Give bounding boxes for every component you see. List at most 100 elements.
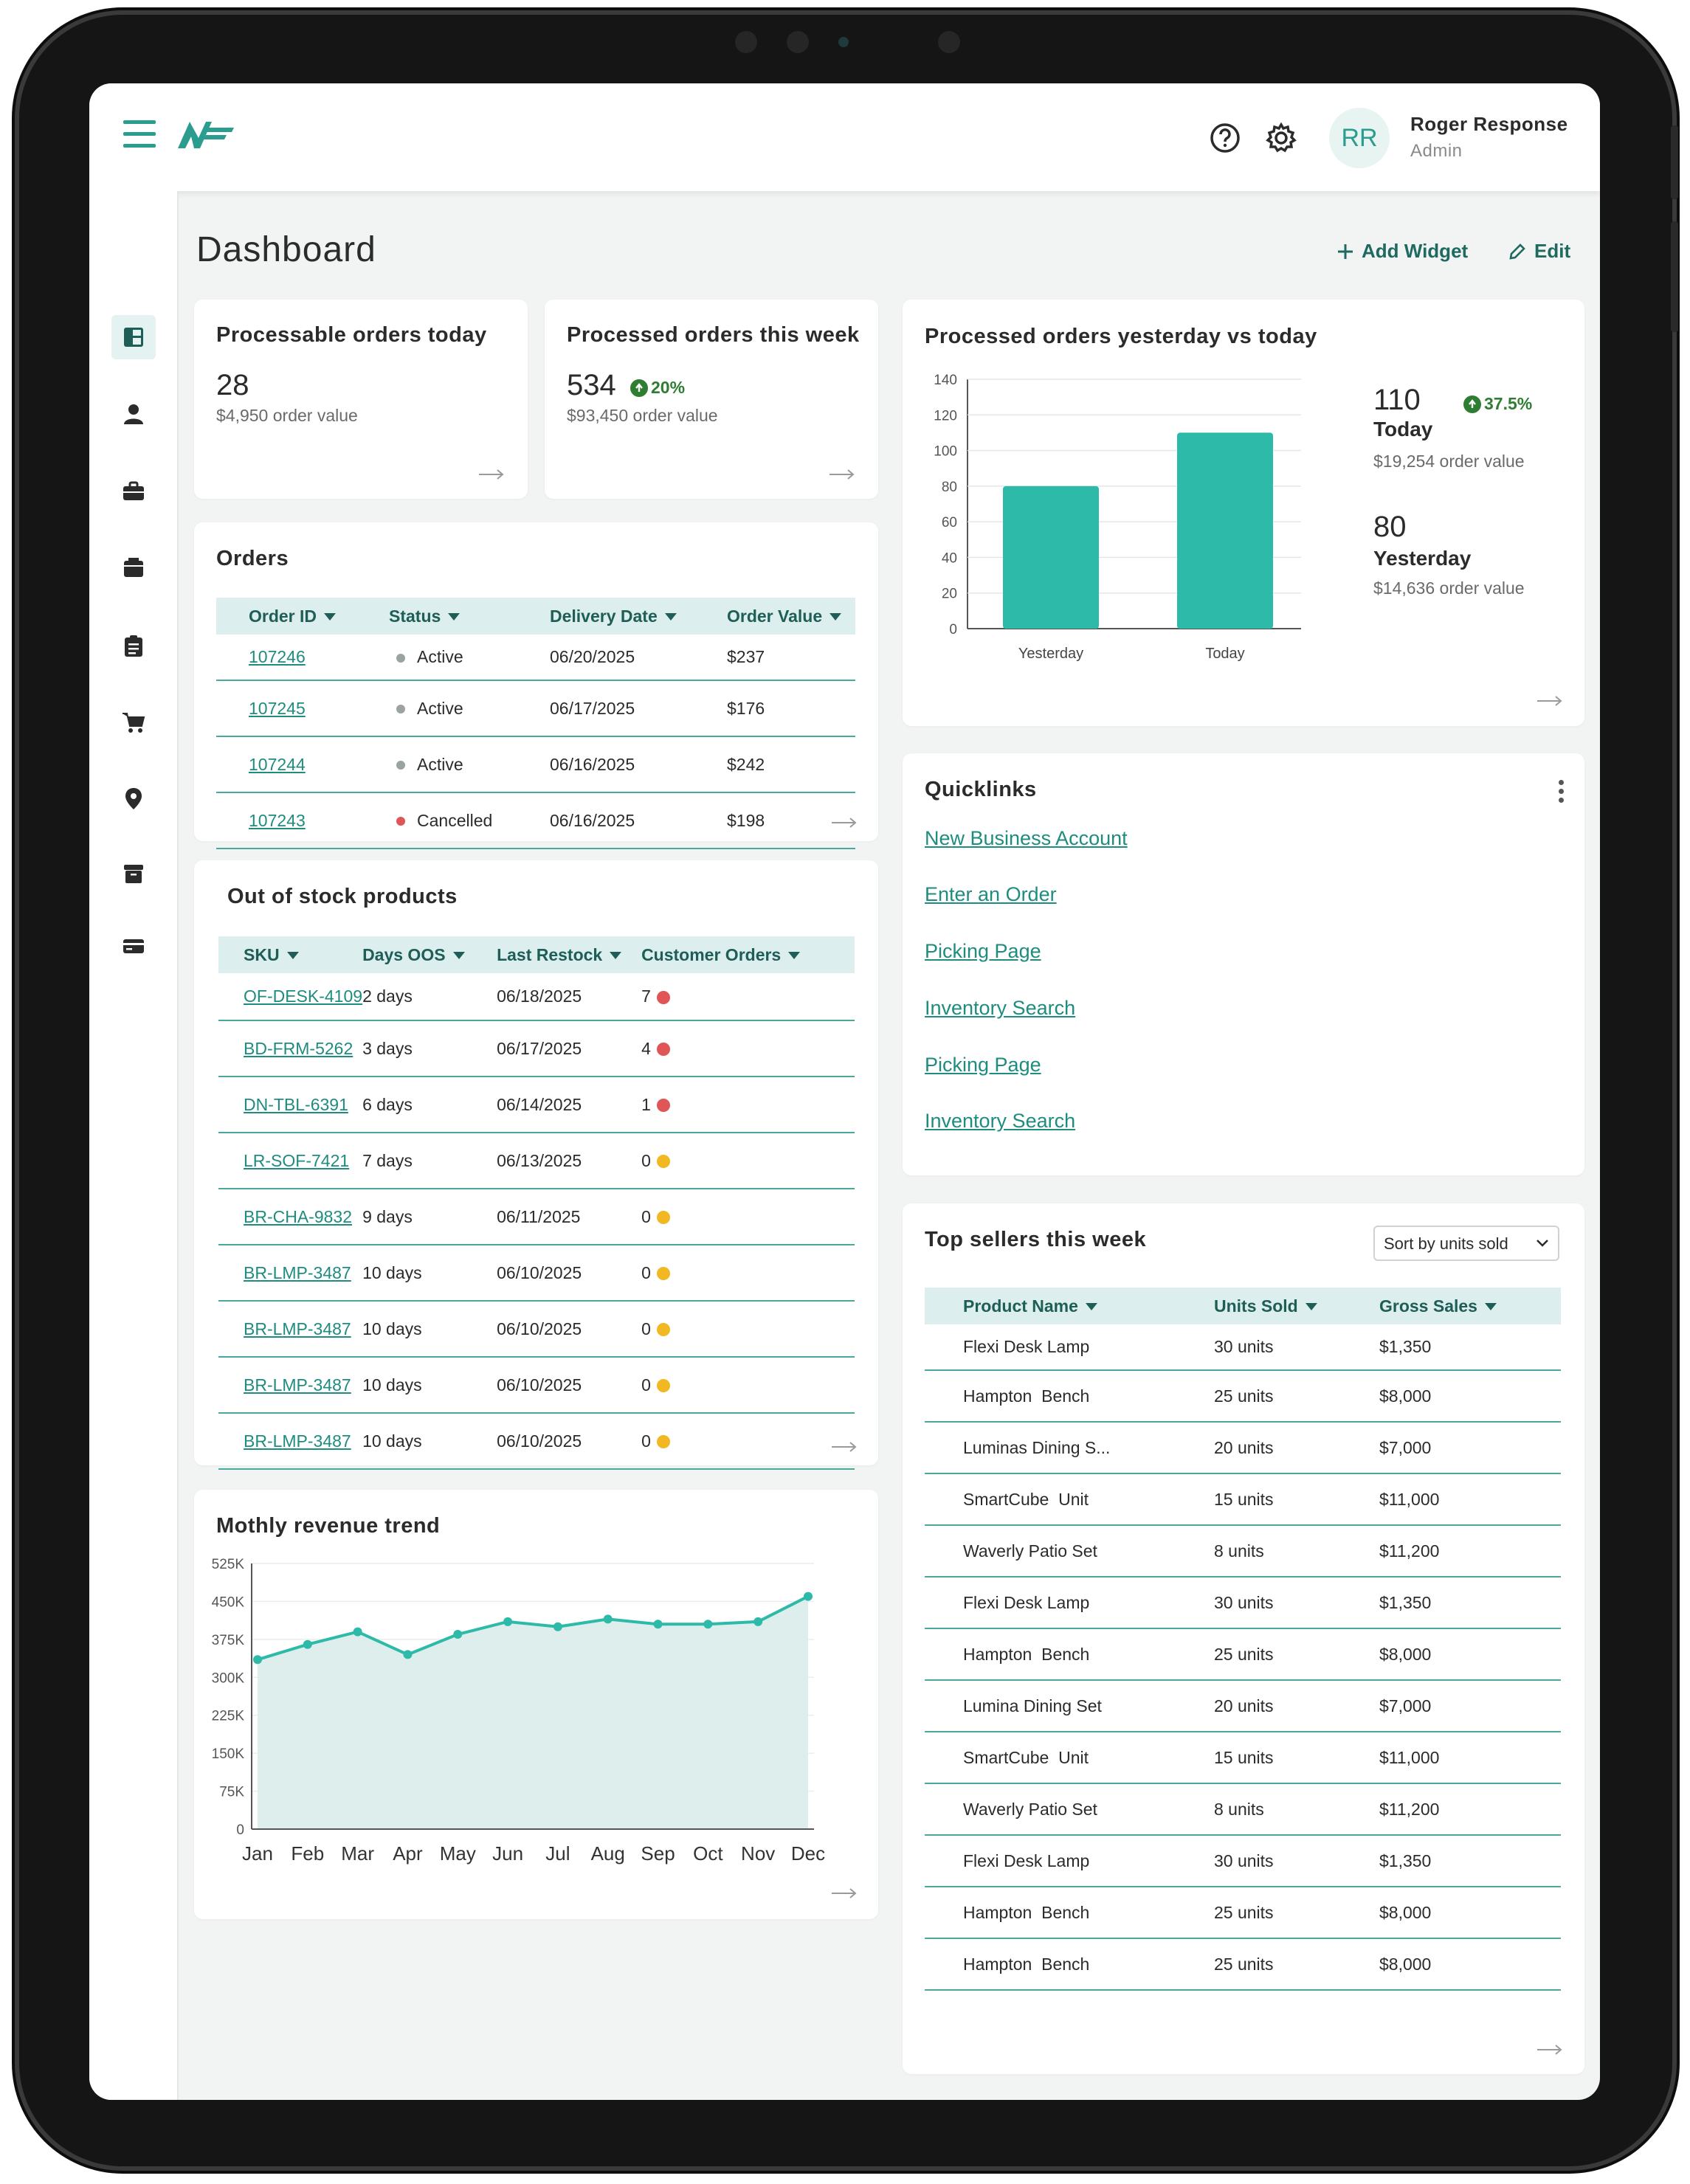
col-gross-sales[interactable]: Gross Sales [1379,1288,1561,1324]
last-restock-cell: 06/10/2025 [497,1245,642,1302]
quicklink[interactable]: Inventory Search [925,1110,1076,1132]
col-product-name[interactable]: Product Name [925,1288,1214,1324]
order-id-link[interactable]: 107243 [216,792,389,849]
table-row[interactable]: 107245 Active 06/17/2025 $176 [216,680,855,737]
sidebar-item-business[interactable] [111,469,156,514]
col-delivery-date[interactable]: Delivery Date [550,598,727,635]
sku-link[interactable]: BR-CHA-9832 [218,1189,363,1245]
sidebar-item-locations[interactable] [111,776,156,820]
col-order-id[interactable]: Order ID [216,598,389,635]
data-point [553,1622,562,1631]
customer-orders-count: 0 [641,1431,651,1451]
table-row[interactable]: BD-FRM-5262 3 days 06/17/2025 4 [218,1020,855,1077]
product-name-cell: Waverly Patio Set [925,1783,1214,1836]
col-last-restock[interactable]: Last Restock [497,936,642,973]
table-row[interactable]: BR-CHA-9832 9 days 06/11/2025 0 [218,1189,855,1245]
table-row[interactable]: DN-TBL-6391 6 days 06/14/2025 1 [218,1077,855,1133]
table-row[interactable]: Flexi Desk Lamp 30 units $1,350 [925,1835,1561,1887]
status-cell: Cancelled [389,792,550,849]
sidebar-item-billing[interactable] [111,924,156,968]
table-row[interactable]: SmartCube Unit 15 units $11,000 [925,1473,1561,1526]
table-row[interactable]: Hampton Bench 25 units $8,000 [925,1628,1561,1681]
table-row[interactable]: BR-LMP-3487 10 days 06/10/2025 0 [218,1301,855,1358]
sku-link[interactable]: BR-LMP-3487 [218,1245,363,1302]
table-row[interactable]: Luminas Dining S... 20 units $7,000 [925,1422,1561,1474]
logo-icon[interactable] [176,116,235,153]
briefcase-icon [123,481,144,500]
table-row[interactable]: 107244 Active 06/16/2025 $242 [216,736,855,793]
arrow-right-icon[interactable] [830,469,855,480]
units-sold-cell: 8 units [1214,1783,1379,1836]
table-row[interactable]: OF-DESK-4109 2 days 06/18/2025 7 [218,973,855,1021]
sku-link[interactable]: BR-LMP-3487 [218,1357,363,1414]
gross-sales-cell: $8,000 [1379,1887,1561,1939]
edit-button[interactable]: Edit [1508,240,1570,263]
settings-gear-icon[interactable] [1265,122,1297,154]
table-row[interactable]: 107243 Cancelled 06/16/2025 $198 [216,792,855,849]
table-row[interactable]: Flexi Desk Lamp 30 units $1,350 [925,1577,1561,1629]
arrow-right-icon[interactable] [832,1442,857,1452]
quicklink[interactable]: Enter an Order [925,883,1057,905]
order-id-link[interactable]: 107246 [216,635,389,681]
table-row[interactable]: Hampton Bench 25 units $8,000 [925,1370,1561,1423]
order-id-link[interactable]: 107244 [216,736,389,793]
help-icon[interactable] [1209,122,1241,154]
arrow-right-icon[interactable] [832,1888,857,1898]
units-sold-cell: 30 units [1214,1324,1379,1371]
quicklink[interactable]: Inventory Search [925,997,1076,1019]
sku-link[interactable]: BD-FRM-5262 [218,1020,363,1077]
data-point [353,1627,362,1637]
col-days-oos[interactable]: Days OOS [362,936,497,973]
sort-select[interactable]: Sort by units sold [1373,1226,1559,1261]
sku-link[interactable]: DN-TBL-6391 [218,1077,363,1133]
customer-orders-cell: 0 [641,1301,855,1358]
arrow-right-icon[interactable] [479,469,504,480]
table-row[interactable]: BR-LMP-3487 10 days 06/10/2025 0 [218,1413,855,1470]
order-id-link[interactable]: 107245 [216,680,389,737]
col-units-sold[interactable]: Units Sold [1214,1288,1379,1324]
table-row[interactable]: Lumina Dining Set 20 units $7,000 [925,1680,1561,1732]
sku-link[interactable]: LR-SOF-7421 [218,1133,363,1189]
table-row[interactable]: Waverly Patio Set 8 units $11,200 [925,1783,1561,1836]
quicklink[interactable]: Picking Page [925,1054,1041,1076]
table-row[interactable]: BR-LMP-3487 10 days 06/10/2025 0 [218,1357,855,1414]
sku-link[interactable]: BR-LMP-3487 [218,1413,363,1470]
sku-link[interactable]: OF-DESK-4109 [218,973,363,1021]
table-row[interactable]: Hampton Bench 25 units $8,000 [925,1938,1561,1991]
table-row[interactable]: Hampton Bench 25 units $8,000 [925,1887,1561,1939]
table-row[interactable]: Flexi Desk Lamp 30 units $1,350 [925,1324,1561,1371]
table-row[interactable]: 107246 Active 06/20/2025 $237 [216,635,855,681]
quicklink[interactable]: Picking Page [925,940,1041,962]
quicklink[interactable]: New Business Account [925,827,1128,849]
table-row[interactable]: BR-LMP-3487 10 days 06/10/2025 0 [218,1245,855,1302]
alert-dot-icon [656,1099,670,1113]
arrow-right-icon[interactable] [1537,696,1562,706]
sku-link[interactable]: BR-LMP-3487 [218,1301,363,1358]
sidebar-item-users[interactable] [111,392,156,436]
box-icon [124,558,143,577]
col-sku[interactable]: SKU [218,936,363,973]
add-widget-button[interactable]: Add Widget [1337,240,1468,263]
customer-orders-cell: 0 [641,1413,855,1470]
product-name-cell: Flexi Desk Lamp [925,1577,1214,1629]
card-title: Processed orders yesterday vs today [925,325,1317,348]
table-row[interactable]: SmartCube Unit 15 units $11,000 [925,1732,1561,1784]
arrow-right-icon[interactable] [1537,2045,1562,2055]
sidebar-item-dashboard[interactable] [111,315,156,359]
more-options-icon[interactable] [1559,780,1565,806]
sidebar-item-cart[interactable] [111,700,156,744]
y-tick-label: 225K [212,1709,245,1724]
sidebar-item-archive[interactable] [111,851,156,896]
menu-icon[interactable] [123,120,156,150]
table-row[interactable]: LR-SOF-7421 7 days 06/13/2025 0 [218,1133,855,1189]
sidebar-item-orders[interactable] [111,623,156,668]
col-status[interactable]: Status [389,598,550,635]
table-row[interactable]: Waverly Patio Set 8 units $11,200 [925,1525,1561,1577]
dashboard-icon [124,328,143,347]
sidebar-item-products[interactable] [111,545,156,590]
col-customer-orders[interactable]: Customer Orders [641,936,855,973]
col-order-value[interactable]: Order Value [727,598,855,635]
arrow-right-icon[interactable] [832,818,857,828]
data-point [603,1614,613,1624]
user-avatar[interactable]: RR [1329,108,1390,168]
